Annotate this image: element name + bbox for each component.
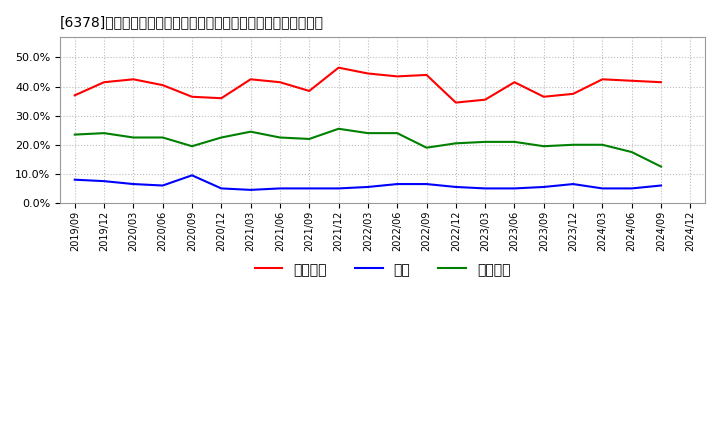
買入債務 [657, 164, 665, 169]
買入債務 [627, 150, 636, 155]
在庫 [393, 181, 402, 187]
在庫 [481, 186, 490, 191]
売上債権 [246, 77, 255, 82]
在庫 [364, 184, 372, 190]
売上債権 [129, 77, 138, 82]
買入債務 [129, 135, 138, 140]
売上債権 [188, 94, 197, 99]
売上債権 [100, 80, 109, 85]
買入債務 [510, 139, 519, 144]
売上債権 [569, 91, 577, 96]
在庫 [657, 183, 665, 188]
在庫 [188, 172, 197, 178]
買入債務 [276, 135, 284, 140]
在庫 [276, 186, 284, 191]
在庫 [422, 181, 431, 187]
売上債権 [305, 88, 314, 94]
売上債権 [598, 77, 607, 82]
在庫 [539, 184, 548, 190]
売上債権 [481, 97, 490, 103]
Line: 買入債務: 買入債務 [75, 129, 661, 167]
在庫 [510, 186, 519, 191]
在庫 [129, 181, 138, 187]
買入債務 [100, 131, 109, 136]
在庫 [217, 186, 225, 191]
Line: 売上債権: 売上債権 [75, 68, 661, 103]
買入債務 [188, 143, 197, 149]
買入債務 [217, 135, 225, 140]
売上債権 [422, 72, 431, 77]
在庫 [598, 186, 607, 191]
Line: 在庫: 在庫 [75, 175, 661, 190]
売上債権 [276, 80, 284, 85]
買入債務 [569, 142, 577, 147]
在庫 [246, 187, 255, 193]
買入債務 [305, 136, 314, 142]
売上債権 [217, 95, 225, 101]
売上債権 [334, 65, 343, 70]
在庫 [569, 181, 577, 187]
買入債務 [71, 132, 79, 137]
売上債権 [393, 74, 402, 79]
Legend: 売上債権, 在庫, 買入債務: 売上債権, 在庫, 買入債務 [249, 257, 516, 282]
売上債権 [451, 100, 460, 105]
在庫 [71, 177, 79, 182]
買入債務 [451, 141, 460, 146]
売上債権 [71, 93, 79, 98]
買入債務 [539, 143, 548, 149]
買入債務 [246, 129, 255, 134]
売上債権 [539, 94, 548, 99]
買入債務 [334, 126, 343, 132]
買入債務 [158, 135, 167, 140]
買入債務 [393, 131, 402, 136]
在庫 [627, 186, 636, 191]
売上債権 [510, 80, 519, 85]
売上債権 [364, 71, 372, 76]
在庫 [334, 186, 343, 191]
買入債務 [598, 142, 607, 147]
売上債権 [657, 80, 665, 85]
在庫 [100, 179, 109, 184]
在庫 [305, 186, 314, 191]
買入債務 [481, 139, 490, 144]
Text: [6378]　売上債権、在庫、買入債務の総資産に対する比率の推移: [6378] 売上債権、在庫、買入債務の総資産に対する比率の推移 [60, 15, 324, 29]
在庫 [158, 183, 167, 188]
買入債務 [364, 131, 372, 136]
売上債権 [627, 78, 636, 84]
在庫 [451, 184, 460, 190]
買入債務 [422, 145, 431, 150]
売上債権 [158, 82, 167, 88]
